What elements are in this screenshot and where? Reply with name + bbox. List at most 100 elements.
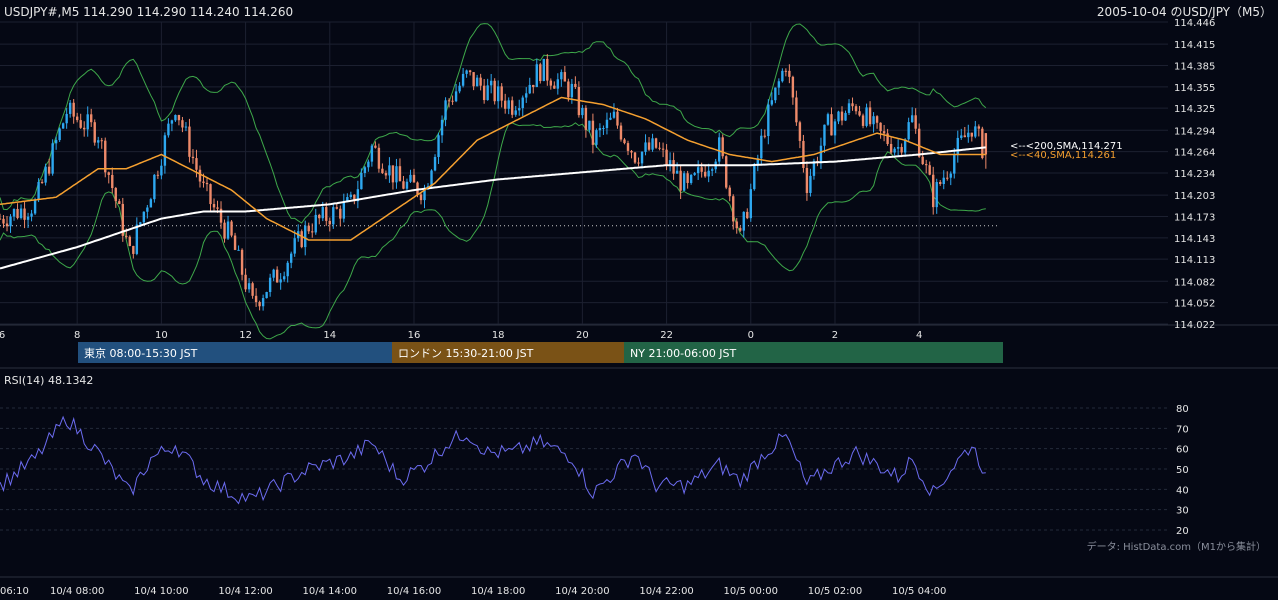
candle-body: [753, 164, 756, 190]
candle-body: [191, 156, 195, 159]
candle-body: [328, 220, 331, 225]
candle-body: [475, 77, 479, 87]
candle-body: [93, 122, 96, 143]
candle-body: [0, 218, 2, 220]
candle-body: [342, 201, 346, 219]
candle-body: [482, 85, 486, 101]
candle-body: [9, 216, 12, 227]
candle-body: [925, 164, 928, 166]
candle-body: [591, 120, 595, 145]
candle-body: [605, 119, 609, 129]
candle-body: [851, 103, 854, 107]
candle-body: [30, 213, 33, 217]
candle-body: [265, 291, 268, 299]
time-tick-label: 4: [916, 330, 922, 341]
candle-body: [188, 126, 191, 157]
session-bar: [624, 342, 1003, 363]
candle-body: [658, 147, 661, 149]
candle-body: [321, 207, 324, 219]
candle-body: [637, 162, 640, 164]
candle-body: [402, 181, 405, 189]
candle-body: [939, 182, 942, 184]
candle-body: [728, 187, 731, 197]
candle-body: [272, 269, 275, 278]
rsi-panel: 80 70 60 50 40 30 20: [0, 404, 1189, 537]
candle-body: [472, 72, 475, 87]
candle-body: [553, 85, 556, 89]
candle-body: [304, 225, 307, 248]
bottom-time-tick-label: 10/4 08:00: [50, 586, 104, 597]
candle-body: [489, 80, 493, 86]
price-tick-label: 114.082: [1174, 277, 1215, 288]
candle-body: [900, 147, 903, 153]
candle-body: [167, 123, 170, 136]
candle-body: [949, 173, 952, 178]
candle-body: [318, 214, 321, 219]
candle-body: [833, 121, 837, 136]
candle-body: [872, 116, 875, 125]
candle-body: [981, 128, 984, 159]
candle-body: [879, 122, 882, 132]
price-tick-label: 114.446: [1174, 18, 1215, 29]
candle-body: [672, 160, 675, 174]
candle-body: [61, 123, 65, 129]
candle-body: [942, 177, 945, 184]
candle-body: [307, 225, 310, 232]
candle-body: [563, 72, 567, 82]
candle-body: [433, 157, 437, 171]
candle-body: [721, 137, 724, 157]
candle-body: [86, 114, 89, 130]
candle-body: [549, 80, 553, 86]
candle-body: [268, 277, 272, 292]
price-tick-label: 114.294: [1174, 126, 1215, 137]
candle-body: [521, 97, 524, 109]
candle-body: [107, 172, 110, 175]
candle-body: [479, 77, 482, 86]
candle-body: [444, 100, 447, 120]
candle-body: [353, 194, 356, 202]
candle-body: [111, 174, 114, 189]
candle-body: [854, 106, 858, 112]
candle-body: [153, 174, 156, 200]
candle-body: [840, 111, 844, 121]
candle-body: [616, 111, 619, 126]
candle-body: [395, 166, 398, 183]
candle-body: [104, 140, 107, 173]
candle-body: [12, 208, 16, 217]
price-tick-label: 114.143: [1174, 234, 1215, 245]
candle-body: [500, 86, 503, 101]
candle-body: [377, 147, 381, 169]
candle-body: [156, 174, 160, 176]
candle-body: [251, 283, 254, 296]
candle-body: [739, 228, 742, 231]
candle-body: [388, 165, 391, 176]
candle-body: [511, 100, 514, 115]
candle-body: [5, 223, 9, 227]
candle-body: [135, 224, 139, 254]
candle-body: [339, 208, 342, 219]
candle-body: [932, 174, 935, 208]
bottom-time-tick-label: 10/4 20:00: [555, 586, 609, 597]
candle-body: [142, 211, 146, 223]
candle-body: [325, 207, 328, 221]
candle-body: [289, 253, 293, 263]
candle-body: [181, 120, 184, 128]
candle-body: [300, 231, 303, 248]
candle-body: [72, 102, 75, 117]
candle-body: [54, 140, 58, 144]
price-tick-label: 114.113: [1174, 255, 1215, 266]
candle-body: [47, 166, 51, 174]
candlesticks: [0, 54, 988, 311]
candle-body: [602, 128, 605, 130]
bottom-time-tick-label: 10/4 22:00: [639, 586, 693, 597]
candle-body: [174, 115, 177, 121]
candle-body: [725, 156, 728, 188]
candle-body: [910, 115, 914, 123]
candle-body: [612, 111, 616, 118]
candle-body: [254, 295, 258, 303]
candle-body: [707, 170, 710, 177]
candle-body: [486, 85, 489, 101]
candle-body: [226, 221, 230, 239]
